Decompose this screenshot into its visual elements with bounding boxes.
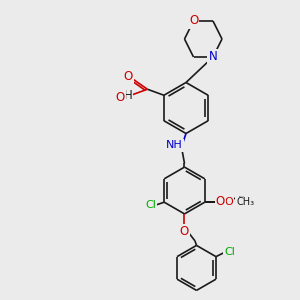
Text: NH: NH <box>166 140 183 151</box>
Text: O: O <box>216 195 225 208</box>
Text: methoxy: methoxy <box>238 196 245 197</box>
Text: H: H <box>124 89 132 102</box>
Text: O: O <box>189 14 198 28</box>
Text: Cl: Cl <box>145 200 156 210</box>
Text: CH₃: CH₃ <box>236 197 254 207</box>
Text: O: O <box>180 225 189 239</box>
Text: O: O <box>116 91 125 103</box>
Text: N: N <box>208 50 217 64</box>
Text: O: O <box>224 197 233 207</box>
Text: O: O <box>123 70 133 83</box>
Text: Cl: Cl <box>224 247 235 257</box>
